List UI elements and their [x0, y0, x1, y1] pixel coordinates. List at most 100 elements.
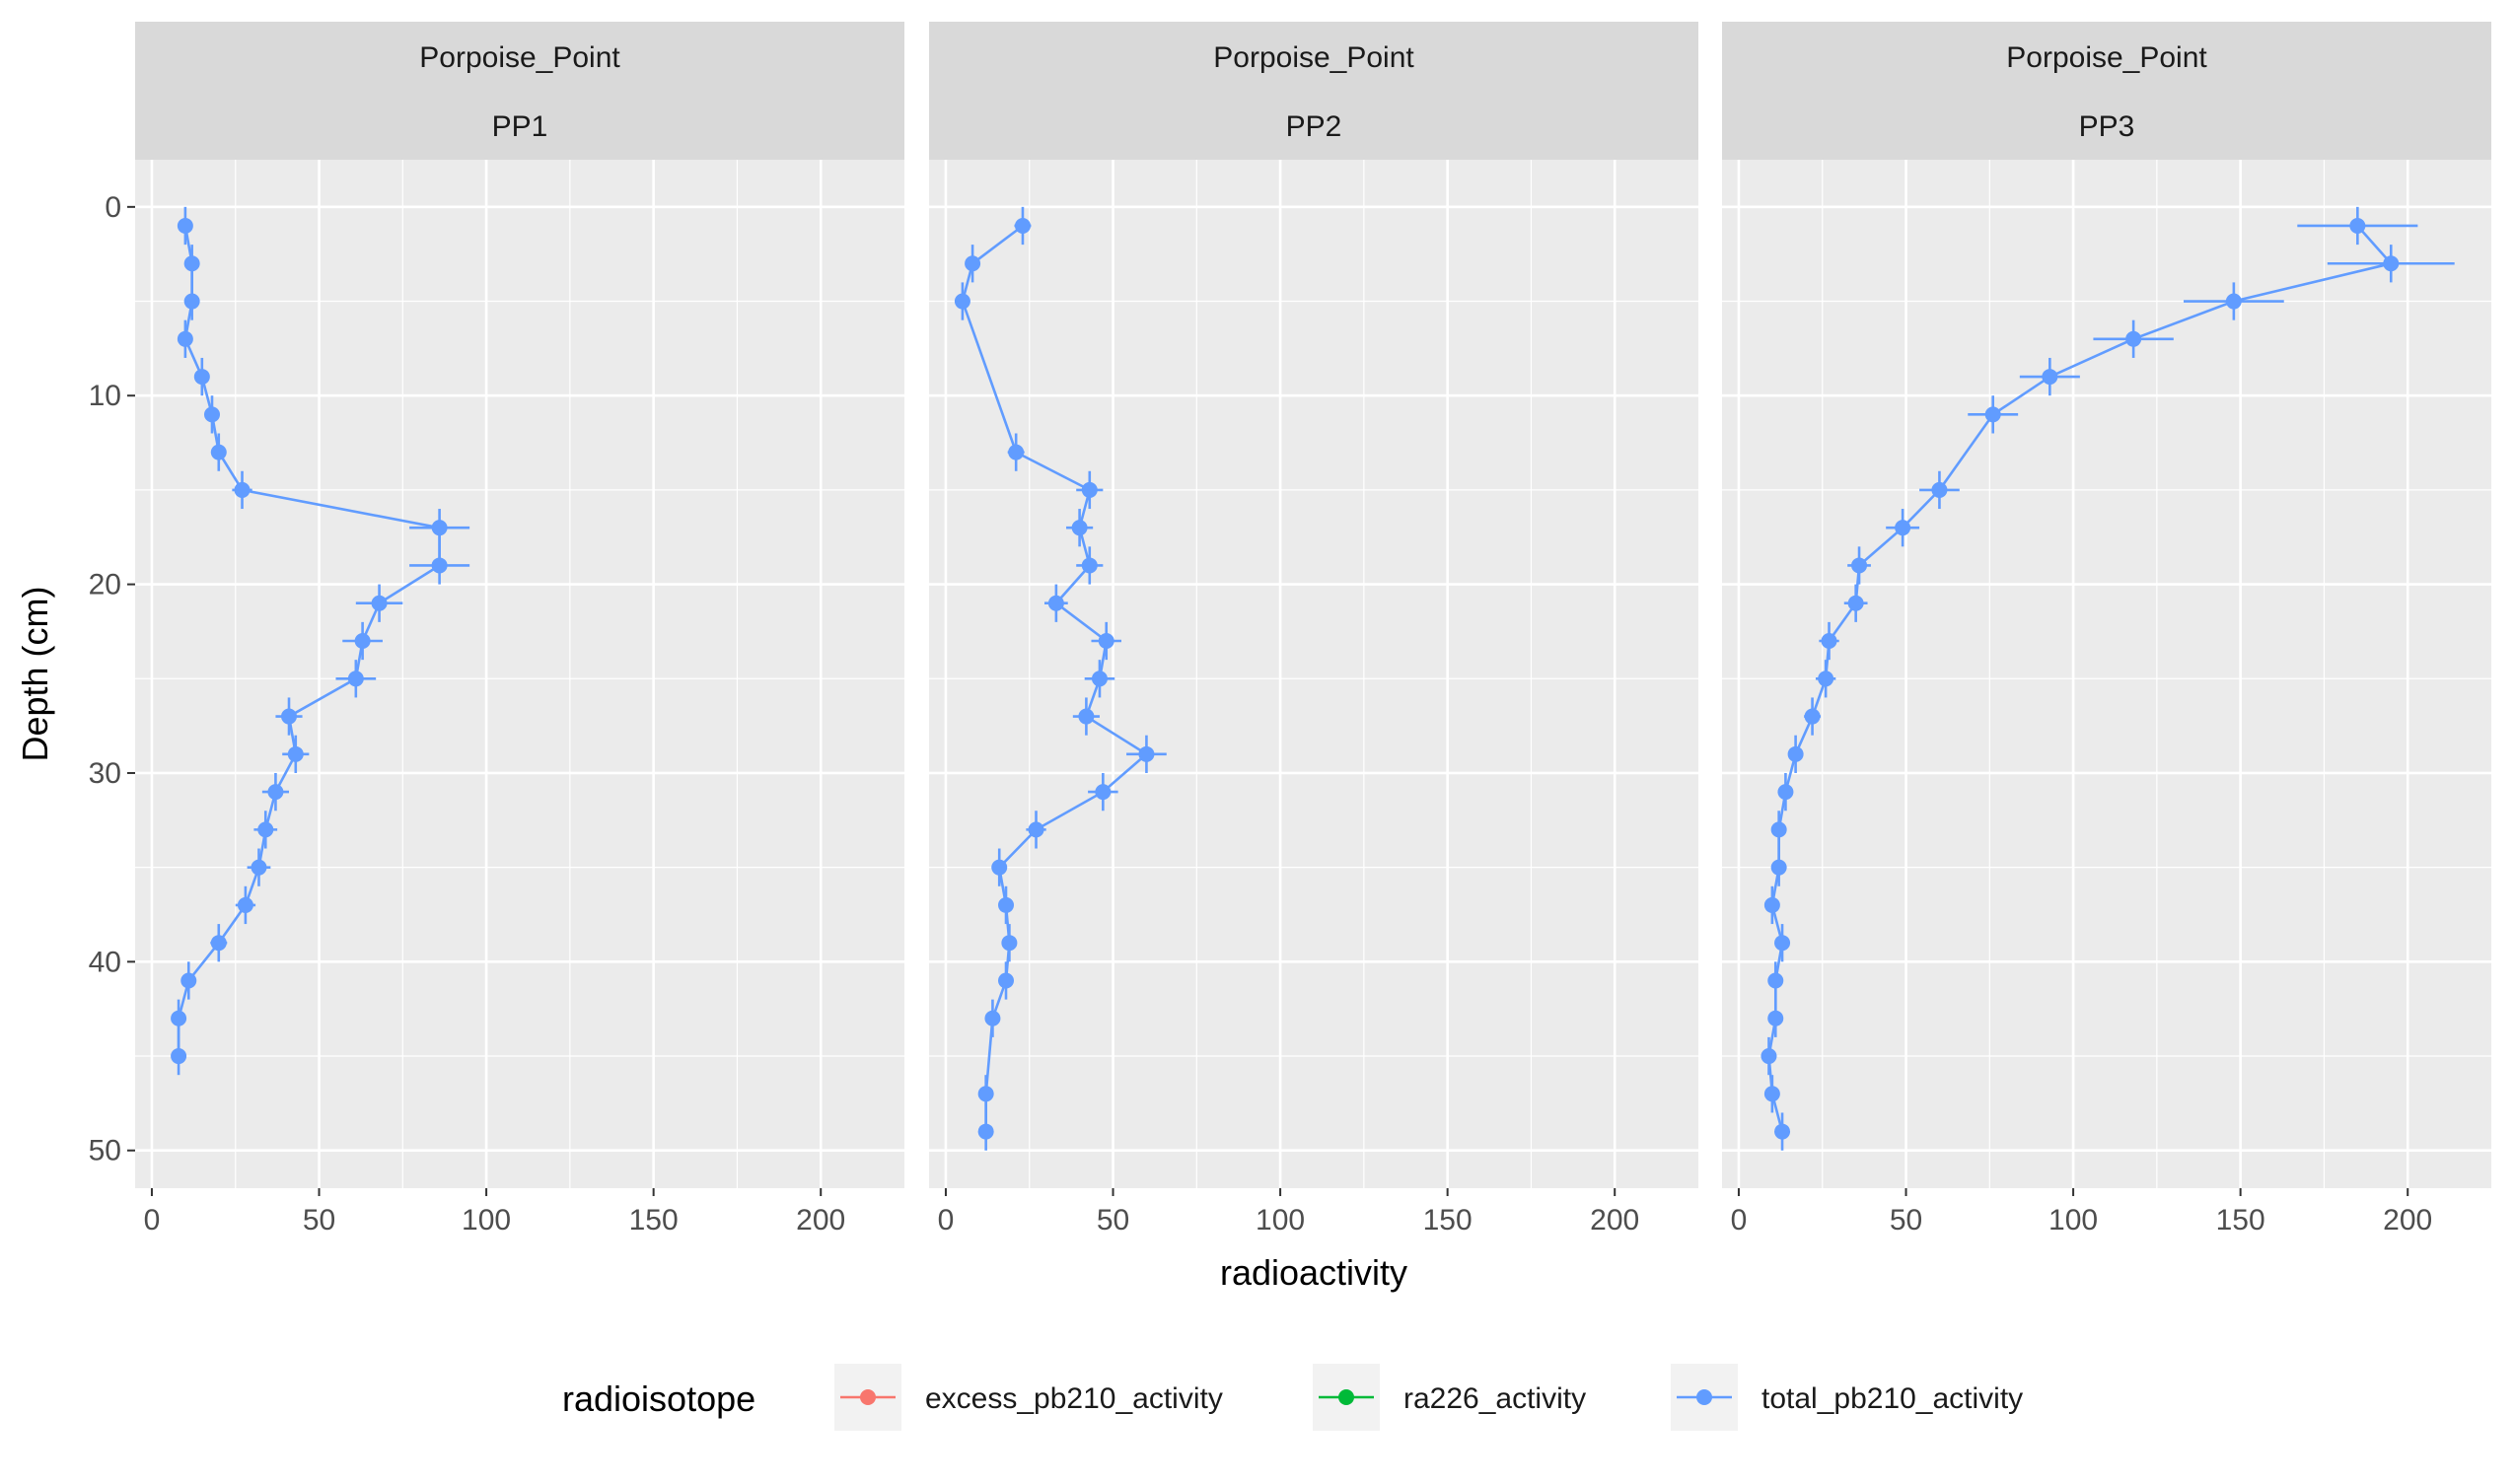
facet-panel-pp2: Porpoise_Point PP2 0 50 100 150 200 [929, 22, 1698, 1237]
data-point [204, 406, 220, 423]
legend-key-point [1696, 1389, 1712, 1405]
data-point [1847, 595, 1864, 611]
data-point [193, 369, 210, 386]
data-point [354, 633, 371, 650]
legend-label: total_pb210_activity [1761, 1382, 2023, 1415]
facet-strip-site-label: Porpoise_Point [1213, 41, 1414, 74]
data-point [171, 1048, 187, 1065]
data-point [237, 896, 253, 913]
data-point [2349, 217, 2366, 234]
x-tick-label: 100 [1256, 1204, 1305, 1237]
data-point [1821, 633, 1837, 650]
facet-strip-site-label: Porpoise_Point [419, 41, 620, 74]
legend-entry-ra226-activity: ra226_activity [1313, 1364, 1586, 1431]
data-point [1078, 708, 1095, 725]
x-tick-label: 0 [938, 1204, 955, 1237]
y-tick-label: 30 [89, 757, 121, 790]
data-point [1770, 821, 1787, 838]
data-point [1014, 217, 1031, 234]
data-point [431, 520, 448, 536]
data-point [991, 859, 1008, 876]
data-point [431, 557, 448, 574]
data-point [371, 595, 388, 611]
data-point [1071, 520, 1088, 536]
x-tick-label: 50 [1097, 1204, 1129, 1237]
x-tick-label: 100 [2048, 1204, 2098, 1237]
data-point [977, 1123, 994, 1140]
x-tick-label: 200 [2383, 1204, 2432, 1237]
x-tick-label: 50 [1890, 1204, 1922, 1237]
data-point [1767, 1010, 1784, 1026]
y-axis-title: Depth (cm) [15, 586, 55, 761]
x-tick-label: 0 [144, 1204, 161, 1237]
panel-background [135, 160, 904, 1188]
data-point [1095, 784, 1112, 801]
data-point [998, 972, 1014, 989]
data-point [1818, 671, 1834, 687]
data-point [1777, 784, 1794, 801]
panel-background [1722, 160, 2491, 1188]
data-point [2042, 369, 2058, 386]
legend-label: ra226_activity [1403, 1382, 1586, 1415]
data-point [1028, 821, 1044, 838]
legend-label: excess_pb210_activity [925, 1382, 1223, 1415]
data-point [965, 255, 981, 272]
facet-strip-core [929, 91, 1698, 160]
data-point [1047, 595, 1064, 611]
data-point [210, 935, 227, 952]
data-point [1138, 745, 1155, 762]
x-tick-label: 200 [796, 1204, 845, 1237]
facet-strip-core [135, 91, 904, 160]
data-point [1895, 520, 1911, 536]
facet-panel-pp3: Porpoise_Point PP3 0 50 100 150 200 [1722, 22, 2491, 1237]
y-tick-label: 20 [89, 569, 121, 601]
data-point [1081, 557, 1098, 574]
x-tick-label: 200 [1590, 1204, 1639, 1237]
data-point [287, 745, 304, 762]
data-point [1787, 745, 1804, 762]
data-point [998, 896, 1014, 913]
data-point [1008, 444, 1025, 460]
data-point [177, 217, 193, 234]
data-point [2225, 293, 2242, 310]
data-point [1098, 633, 1114, 650]
data-point [234, 481, 251, 498]
data-point [1763, 896, 1780, 913]
data-point [347, 671, 364, 687]
data-point [183, 255, 200, 272]
legend-entry-total-pb210-activity: total_pb210_activity [1671, 1364, 2023, 1431]
data-point [1984, 406, 2001, 423]
x-tick-label: 0 [1731, 1204, 1748, 1237]
data-point [2125, 330, 2142, 347]
legend-entry-excess-pb210-activity: excess_pb210_activity [834, 1364, 1223, 1431]
legend: radioisotope excess_pb210_activity ra226_a… [562, 1364, 2023, 1431]
data-point [1001, 935, 1018, 952]
data-point [1851, 557, 1868, 574]
x-tick-label: 150 [629, 1204, 679, 1237]
data-point [1760, 1048, 1777, 1065]
data-point [251, 859, 267, 876]
facet-panel-pp1: Porpoise_Point PP1 0 50 100 150 200 [135, 22, 904, 1237]
facet-strip-core-label: PP1 [492, 110, 548, 143]
x-tick-label: 150 [1423, 1204, 1473, 1237]
facet-strip-site [929, 22, 1698, 91]
data-point [177, 330, 193, 347]
facet-strip-core [1722, 91, 2491, 160]
data-point [210, 444, 227, 460]
facet-strip-site-label: Porpoise_Point [2006, 41, 2207, 74]
facet-strip-core-label: PP2 [1286, 110, 1342, 143]
data-point [1081, 481, 1098, 498]
data-point [1774, 1123, 1791, 1140]
data-point [977, 1086, 994, 1102]
data-point [183, 293, 200, 310]
data-point [180, 972, 197, 989]
x-tick-label: 150 [2216, 1204, 2265, 1237]
facet-strip-site [135, 22, 904, 91]
x-axis-title: radioactivity [1220, 1252, 1407, 1293]
data-point [954, 293, 970, 310]
data-point [1774, 935, 1791, 952]
data-point [1767, 972, 1784, 989]
data-point [281, 708, 297, 725]
data-point [1931, 481, 1948, 498]
